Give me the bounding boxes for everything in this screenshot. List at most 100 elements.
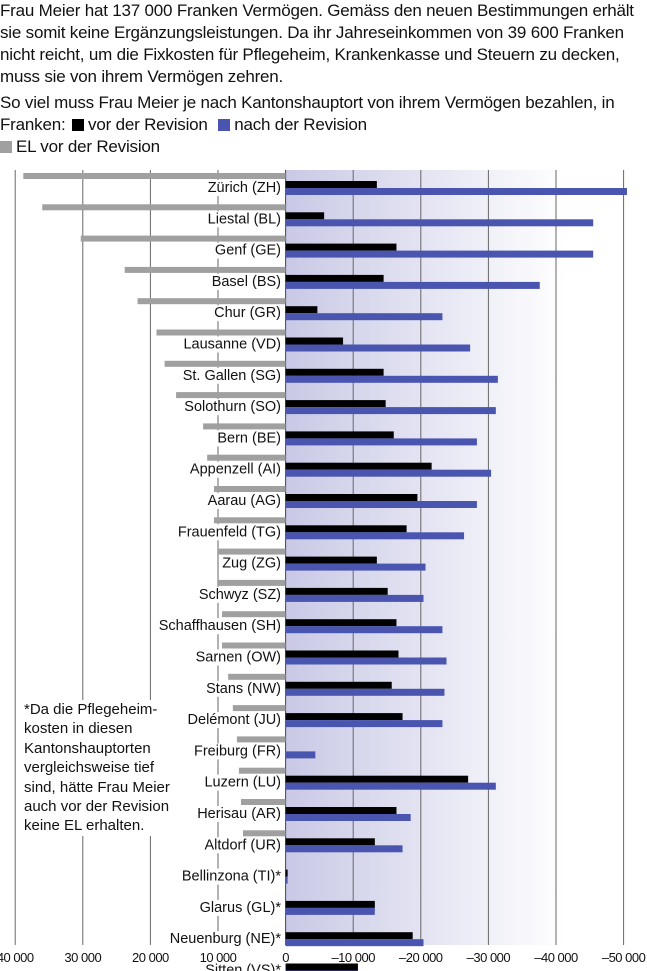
bar-vor-revision (285, 400, 386, 408)
x-tick-label: 0 (282, 950, 289, 965)
category-label: Aarau (AG) (208, 493, 281, 509)
legend-swatch-el (0, 141, 12, 153)
bar-nach-revision (285, 344, 471, 352)
bar-el-vor-revision (232, 705, 286, 712)
bar-el-vor-revision (156, 329, 286, 336)
category-label: Neuenburg (NE)* (170, 931, 282, 947)
bar-vor-revision (285, 243, 397, 251)
label-backing (219, 555, 282, 572)
label-backing (204, 180, 282, 196)
subtitle-text: So viel muss Frau Meier je nach Kantonsh… (0, 93, 615, 134)
bar-nach-revision (285, 782, 496, 790)
category-label: Freiburg (FR) (194, 743, 281, 759)
bar-nach-revision (285, 626, 443, 634)
bar-vor-revision (285, 713, 403, 721)
bar-el-vor-revision (42, 204, 286, 211)
label-backing (181, 399, 282, 416)
bar-el-vor-revision (218, 548, 286, 555)
label-backing (211, 305, 282, 322)
bar-vor-revision (285, 337, 344, 345)
x-tick-label: 30 000 (64, 950, 101, 965)
bar-nach-revision (285, 594, 424, 602)
bar-vor-revision (285, 368, 384, 376)
bar-el-vor-revision (213, 517, 286, 524)
category-label: Delémont (JU) (188, 712, 281, 728)
bar-vor-revision (285, 274, 384, 282)
bar-el-vor-revision (238, 767, 286, 774)
x-tick-label: 20 000 (132, 950, 169, 965)
legend-label-vor: vor der Revision (88, 115, 208, 134)
category-label: St. Gallen (SG) (183, 368, 281, 384)
label-backing (184, 712, 282, 729)
bar-el-vor-revision (222, 642, 286, 649)
bar-el-vor-revision (124, 266, 286, 273)
label-backing (166, 931, 283, 948)
bar-vor-revision (285, 525, 407, 533)
bar-nach-revision (285, 219, 594, 227)
bar-el-vor-revision (176, 392, 286, 399)
bar-el-vor-revision (164, 360, 286, 367)
bar-vor-revision (285, 556, 377, 564)
bar-el-vor-revision (240, 799, 286, 805)
bar-nach-revision (285, 469, 492, 477)
label-backing (178, 868, 283, 885)
legend-label-el: EL vor der Revision (16, 137, 160, 156)
label-backing (214, 430, 282, 447)
label-backing (196, 899, 283, 916)
bar-nach-revision (285, 375, 498, 383)
category-label: Stans (NW) (206, 681, 281, 697)
category-label: Bern (BE) (217, 430, 281, 446)
label-backing (190, 743, 282, 760)
bar-vor-revision (285, 900, 375, 908)
bar-nach-revision (285, 720, 443, 728)
bar-el-vor-revision (236, 736, 286, 743)
bar-vor-revision (285, 775, 469, 783)
bar-nach-revision (285, 188, 627, 195)
bar-el-vor-revision (218, 579, 286, 586)
category-label: Frauenfeld (TG) (178, 524, 281, 540)
bar-nach-revision (285, 907, 375, 915)
intro-text: Frau Meier hat 137 000 Franken Vermögen.… (0, 1, 634, 86)
bar-vor-revision (285, 869, 288, 877)
bar-vor-revision (285, 619, 397, 627)
bar-vor-revision (285, 838, 375, 846)
bar-el-vor-revision (222, 611, 286, 618)
x-tick-label: 10 000 (200, 950, 237, 965)
label-backing (194, 806, 282, 822)
label-backing (179, 367, 282, 384)
bar-vor-revision (285, 431, 394, 439)
bar-nach-revision (285, 814, 411, 821)
category-label: Solothurn (SO) (184, 399, 281, 415)
bar-el-vor-revision (228, 673, 286, 680)
label-backing (155, 618, 282, 635)
bar-el-vor-revision (203, 423, 286, 430)
footnote: *Da die Pflegeheim-kosten in diesen Kant… (22, 700, 184, 836)
label-backing (202, 962, 283, 971)
label-backing (201, 837, 282, 854)
x-tick-label: –30 000 (467, 950, 511, 965)
category-label: Chur (GR) (214, 305, 281, 321)
legend-swatch-vor (72, 119, 85, 131)
bar-vor-revision (285, 494, 418, 501)
label-backing (201, 774, 282, 791)
bar-nach-revision (285, 939, 424, 947)
bar-el-vor-revision (23, 173, 286, 179)
category-label: Luzern (LU) (204, 775, 281, 791)
category-label: Basel (BS) (212, 274, 281, 290)
label-backing (208, 273, 282, 290)
category-label: Liestal (BL) (208, 211, 281, 227)
bar-nach-revision (285, 845, 403, 853)
bar-nach-revision (285, 688, 445, 696)
label-backing (180, 336, 282, 353)
bar-vor-revision (285, 963, 358, 971)
label-backing (192, 649, 282, 666)
category-label: Sitten (VS)* (205, 963, 281, 971)
label-backing (186, 461, 282, 478)
category-label: Bellinzona (TI)* (182, 869, 281, 885)
category-label: Glarus (GL)* (200, 900, 282, 916)
bar-el-vor-revision (80, 235, 286, 242)
x-tick-label: –40 000 (534, 950, 578, 965)
category-label: Lausanne (VD) (183, 337, 281, 353)
category-label: Appenzell (AI) (190, 462, 281, 478)
